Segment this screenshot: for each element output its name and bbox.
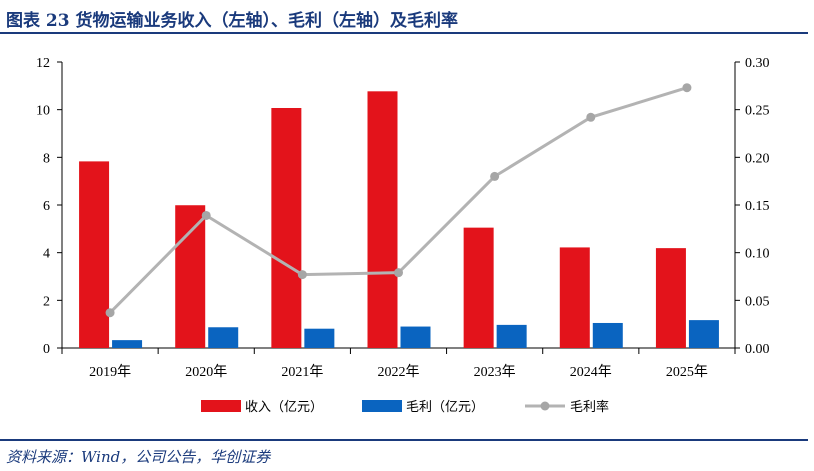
margin-point [297,270,307,280]
revenue-bar [367,91,398,348]
footer-divider [0,439,808,441]
margin-point [105,308,115,318]
gross-profit-bar [688,320,719,348]
x-tick-label: 2020年 [185,364,227,380]
left-tick-label: 2 [43,294,50,309]
legend-swatch-gross-profit [362,400,402,412]
margin-point [586,112,596,122]
legend-label-margin: 毛利率 [570,399,609,415]
revenue-bar [463,227,494,348]
legend-label-revenue: 收入（亿元） [245,400,323,415]
right-tick-label: 0.05 [745,294,770,309]
source-note: 资料来源：Wind，公司公告，华创证券 [6,448,271,466]
legend-swatch-revenue [201,400,241,412]
revenue-bar [559,247,590,348]
left-tick-label: 6 [43,199,50,214]
gross-profit-bar [592,322,623,348]
left-tick-label: 12 [36,56,50,71]
revenue-bar [79,161,110,348]
margin-point [682,83,692,93]
right-tick-label: 0.15 [745,199,770,214]
legend-label-gross-profit: 毛利（亿元） [406,400,484,415]
right-tick-label: 0.00 [745,342,770,357]
right-tick-label: 0.10 [745,247,770,262]
revenue-bar [655,248,686,348]
gross-profit-bar [112,340,143,348]
x-tick-label: 2022年 [378,364,420,380]
left-tick-label: 10 [36,104,50,119]
gross-profit-bar [400,326,431,348]
left-tick-label: 0 [43,342,50,357]
margin-point [394,268,403,278]
gross-profit-bar [304,328,335,348]
gross-profit-bar [208,327,239,348]
left-tick-label: 8 [43,151,50,166]
chart: 0 2 4 6 8 10 12 0.00 0.05 0.10 0.15 0.20 0.25 0.30 201… [36,56,770,415]
x-tick-label: 2023年 [474,364,516,380]
legend-marker-margin [540,401,550,411]
revenue-bar [175,205,206,348]
gross-profit-bar [496,324,527,348]
x-tick-label: 2021年 [281,364,323,380]
x-tick-label: 2019年 [89,364,131,380]
figure-title: 图表 23 货物运输业务收入（左轴）、毛利（左轴）及毛利率 [6,11,458,31]
right-tick-label: 0.30 [745,56,770,71]
margin-point [201,210,211,220]
margin-point [490,171,500,181]
revenue-bar [271,107,302,348]
right-tick-label: 0.25 [745,104,770,119]
title-divider [0,32,808,34]
left-tick-label: 4 [43,247,50,262]
right-tick-label: 0.20 [745,151,770,166]
x-tick-label: 2024年 [570,364,612,380]
x-tick-label: 2025年 [666,364,708,380]
